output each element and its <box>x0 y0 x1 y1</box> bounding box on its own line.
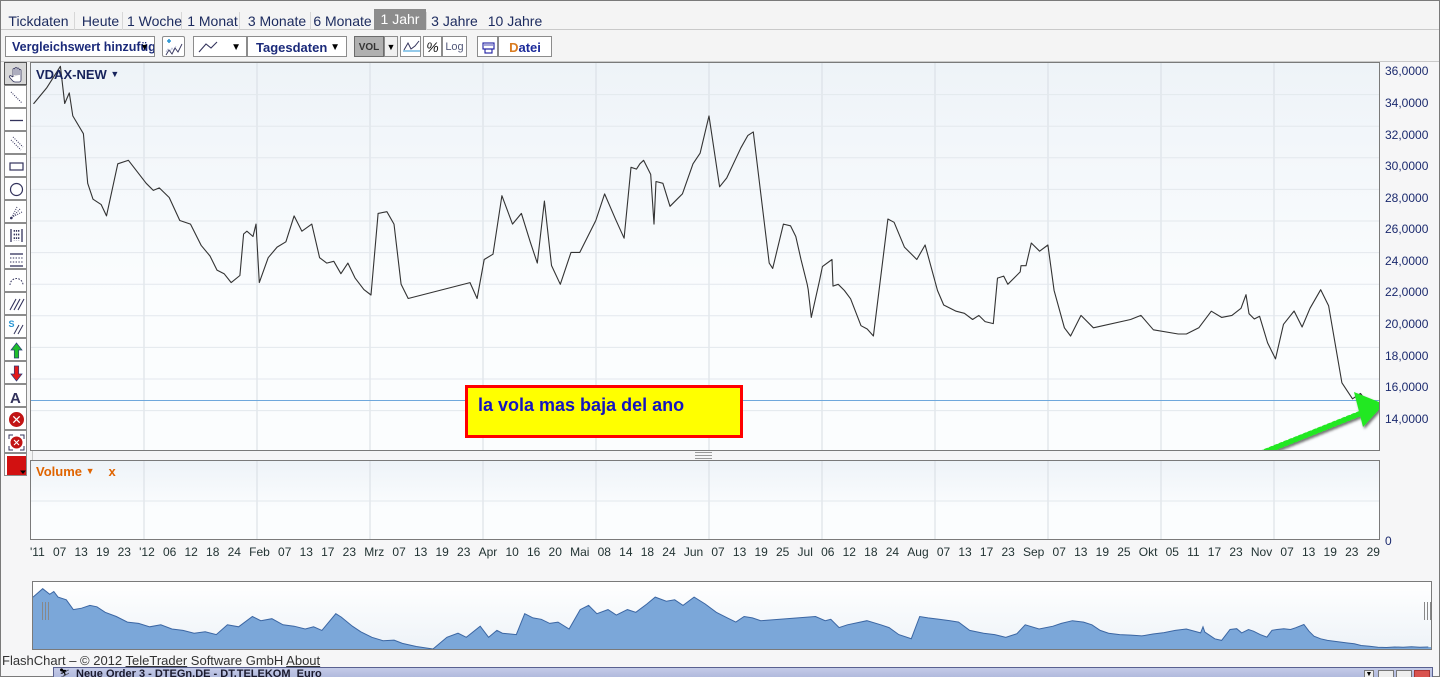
svg-text:A: A <box>10 390 21 407</box>
svg-text:S: S <box>9 319 15 329</box>
